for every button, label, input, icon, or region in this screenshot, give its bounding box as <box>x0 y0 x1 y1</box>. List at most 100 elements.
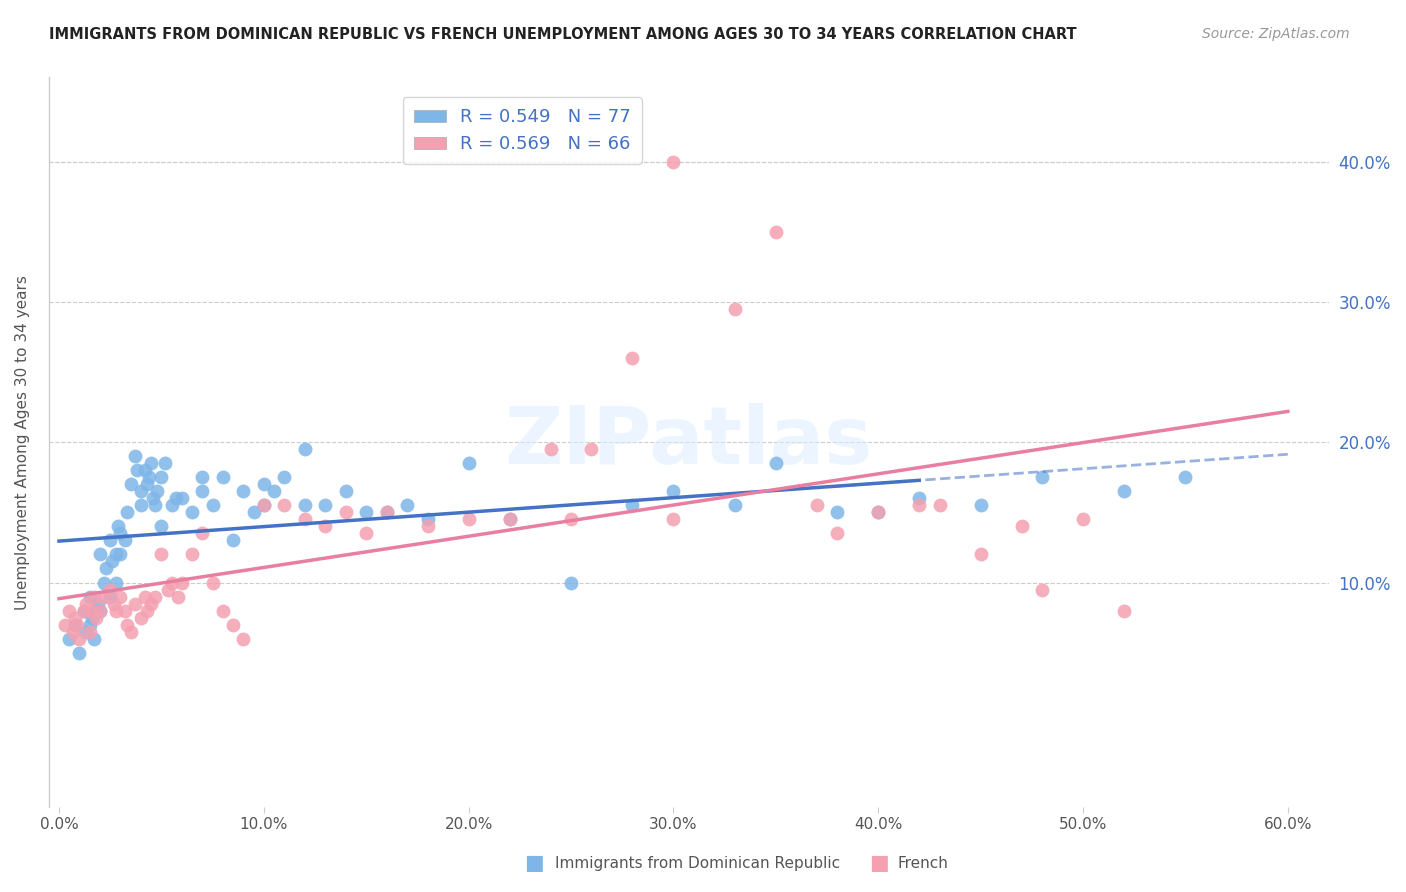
Point <box>79 617 101 632</box>
Point <box>560 512 582 526</box>
Point <box>107 519 129 533</box>
Point <box>105 603 128 617</box>
Point <box>80 610 103 624</box>
Point <box>765 225 787 239</box>
Point <box>115 617 138 632</box>
Point <box>65 617 87 632</box>
Point <box>211 603 233 617</box>
Point <box>457 456 479 470</box>
Point <box>969 548 991 562</box>
Point <box>150 470 173 484</box>
Point <box>75 624 97 639</box>
Point <box>155 456 177 470</box>
Point <box>98 533 121 548</box>
Point <box>160 499 183 513</box>
Legend: R = 0.549   N = 77, R = 0.569   N = 66: R = 0.549 N = 77, R = 0.569 N = 66 <box>402 97 643 164</box>
Point <box>928 499 950 513</box>
Point <box>94 561 117 575</box>
Point <box>79 624 101 639</box>
Point <box>294 512 316 526</box>
Point <box>79 590 101 604</box>
Point <box>141 597 163 611</box>
Point <box>136 477 159 491</box>
Text: ■: ■ <box>524 854 544 873</box>
Point <box>1011 519 1033 533</box>
Point <box>191 526 214 541</box>
Point <box>868 505 890 519</box>
Point <box>93 575 115 590</box>
Point <box>58 603 80 617</box>
Point <box>211 470 233 484</box>
Y-axis label: Unemployment Among Ages 30 to 34 years: Unemployment Among Ages 30 to 34 years <box>15 275 30 609</box>
Point <box>222 533 245 548</box>
Point <box>141 456 163 470</box>
Point <box>138 470 160 484</box>
Point <box>273 470 295 484</box>
Point <box>1112 484 1135 499</box>
Point <box>124 597 146 611</box>
Point <box>868 505 890 519</box>
Point <box>105 575 128 590</box>
Point <box>69 632 91 646</box>
Point <box>457 512 479 526</box>
Text: IMMIGRANTS FROM DOMINICAN REPUBLIC VS FRENCH UNEMPLOYMENT AMONG AGES 30 TO 34 YE: IMMIGRANTS FROM DOMINICAN REPUBLIC VS FR… <box>49 27 1077 42</box>
Point <box>101 554 124 568</box>
Point <box>65 610 87 624</box>
Point <box>53 617 76 632</box>
Point <box>263 484 285 499</box>
Point <box>150 548 173 562</box>
Point <box>662 512 685 526</box>
Point <box>222 617 245 632</box>
Point <box>253 499 276 513</box>
Point <box>416 519 439 533</box>
Point <box>105 548 128 562</box>
Point <box>242 505 264 519</box>
Point <box>114 603 136 617</box>
Point <box>825 505 848 519</box>
Point <box>156 582 179 597</box>
Point <box>396 499 419 513</box>
Point <box>110 590 132 604</box>
Point <box>114 533 136 548</box>
Point <box>125 463 148 477</box>
Point <box>201 575 224 590</box>
Point <box>908 499 931 513</box>
Point <box>129 610 152 624</box>
Point <box>75 597 97 611</box>
Point <box>825 526 848 541</box>
Point <box>84 610 107 624</box>
Point <box>253 477 276 491</box>
Point <box>120 477 142 491</box>
Point <box>232 484 254 499</box>
Point <box>498 512 520 526</box>
Point <box>560 575 582 590</box>
Point <box>253 499 276 513</box>
Point <box>201 499 224 513</box>
Point <box>416 512 439 526</box>
Point <box>621 499 644 513</box>
Point <box>273 499 295 513</box>
Text: ZIPatlas: ZIPatlas <box>505 403 873 481</box>
Point <box>146 484 169 499</box>
Point <box>83 590 105 604</box>
Point <box>335 484 357 499</box>
Point <box>498 512 520 526</box>
Point <box>62 624 84 639</box>
Point <box>98 590 121 604</box>
Point <box>84 603 107 617</box>
Point <box>724 499 747 513</box>
Point <box>72 603 94 617</box>
Text: Source: ZipAtlas.com: Source: ZipAtlas.com <box>1202 27 1350 41</box>
Point <box>375 505 398 519</box>
Point <box>806 499 828 513</box>
Text: French: French <box>897 856 948 871</box>
Point <box>124 449 146 463</box>
Point <box>115 505 138 519</box>
Point <box>765 456 787 470</box>
Point <box>143 590 166 604</box>
Point <box>908 491 931 506</box>
Point <box>1071 512 1094 526</box>
Point <box>1112 603 1135 617</box>
Point <box>87 597 110 611</box>
Point <box>181 548 204 562</box>
